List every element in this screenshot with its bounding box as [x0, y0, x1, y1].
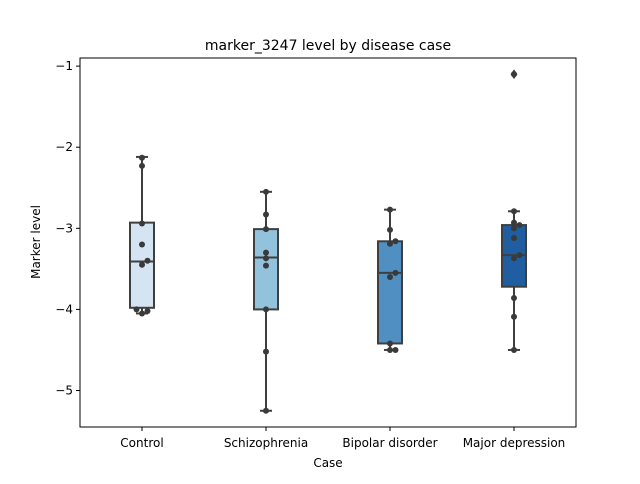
- data-point: [511, 346, 517, 353]
- data-point: [511, 255, 517, 262]
- swarm-1: [263, 188, 269, 414]
- y-tick-label: −2: [55, 140, 73, 154]
- data-point: [263, 226, 269, 233]
- data-point: [139, 162, 145, 169]
- x-tick-label: Control: [120, 436, 163, 450]
- data-point: [133, 306, 140, 313]
- data-point: [139, 310, 145, 317]
- data-point: [263, 348, 269, 355]
- x-tick-label: Schizophrenia: [224, 436, 308, 450]
- data-point: [263, 306, 269, 313]
- data-point: [511, 71, 517, 78]
- data-point: [139, 154, 145, 161]
- data-point: [387, 226, 393, 233]
- data-point: [516, 252, 523, 259]
- data-point: [139, 220, 145, 227]
- data-point: [387, 240, 393, 247]
- data-point: [263, 262, 269, 269]
- swarm-2: [387, 206, 399, 353]
- box-1: [253, 228, 279, 311]
- data-point: [263, 407, 269, 414]
- data-point: [263, 249, 269, 256]
- y-tick-label: −4: [55, 302, 73, 316]
- data-point: [511, 225, 517, 232]
- data-point: [139, 261, 145, 268]
- data-point: [511, 313, 517, 320]
- x-tick-label: Bipolar disorder: [342, 436, 437, 450]
- swarm-3: [511, 71, 523, 353]
- data-point: [511, 208, 517, 215]
- data-point: [263, 211, 269, 218]
- data-point: [387, 273, 393, 280]
- chart-title: marker_3247 level by disease case: [205, 38, 451, 54]
- data-point: [511, 219, 517, 226]
- data-point: [387, 206, 393, 213]
- data-point: [144, 257, 151, 264]
- x-axis-label: Case: [313, 456, 342, 470]
- y-tick-label: −5: [55, 384, 73, 398]
- box-2: [377, 240, 403, 345]
- data-point: [392, 238, 399, 245]
- data-point: [263, 255, 269, 262]
- data-point: [387, 346, 393, 353]
- data-point: [263, 188, 269, 195]
- data-point: [511, 295, 517, 302]
- x-tick-label: Major depression: [463, 436, 566, 450]
- data-point: [516, 222, 523, 229]
- data-point: [139, 241, 145, 248]
- data-point: [392, 346, 399, 353]
- data-point: [387, 340, 393, 347]
- data-point: [392, 269, 399, 276]
- plot-area: [80, 58, 576, 427]
- y-axis-label: Marker level: [29, 205, 43, 279]
- y-tick-label: −1: [55, 59, 73, 73]
- swarm-0: [133, 154, 151, 317]
- y-tick-label: −3: [55, 221, 73, 235]
- data-point: [144, 308, 151, 315]
- plot-frame: [79, 57, 577, 428]
- data-point: [511, 235, 517, 242]
